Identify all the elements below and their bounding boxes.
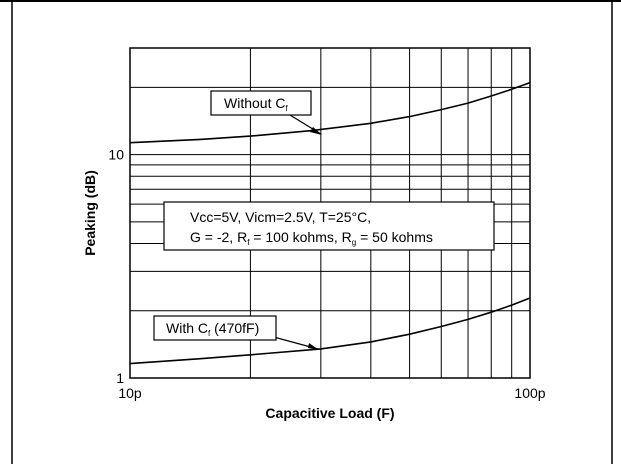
y-tick-label: 1 (116, 370, 124, 386)
conditions-line-2: G = -2, Rf = 100 kohms, Rg = 50 kohms (190, 229, 433, 247)
with-cf-text: With Cf (470fF) (166, 320, 259, 338)
series-layer (129, 81, 531, 365)
conditions-annotation: Vcc=5V, Vicm=2.5V, T=25°C, G = -2, Rf = … (163, 201, 495, 251)
conditions-box (163, 201, 495, 251)
with-cf-arrowhead (308, 343, 319, 350)
x-tick-label: 100p (514, 385, 545, 401)
plot-area-border (129, 47, 531, 379)
series-label-without-cf: Without Cf (210, 90, 322, 135)
y-tick-label: 10 (108, 147, 124, 163)
series-label-with-cf: With Cf (470fF) (153, 315, 319, 350)
without-cf-arrowhead (310, 127, 322, 135)
y-axis-title: Peaking (dB) (82, 170, 98, 256)
conditions-line-1: Vcc=5V, Vicm=2.5V, T=25°C, (190, 209, 371, 225)
without-cf-box (210, 90, 312, 116)
x-tick-label: 10p (118, 385, 142, 401)
with-cf-box (153, 315, 277, 341)
without-cf-text: Without Cf (224, 95, 288, 113)
tick-labels: 10p 100p 1 10 (108, 147, 545, 401)
series-line-without-cf (129, 81, 531, 144)
series-line-with-cf (129, 297, 531, 365)
x-axis-title: Capacitive Load (F) (265, 405, 394, 421)
